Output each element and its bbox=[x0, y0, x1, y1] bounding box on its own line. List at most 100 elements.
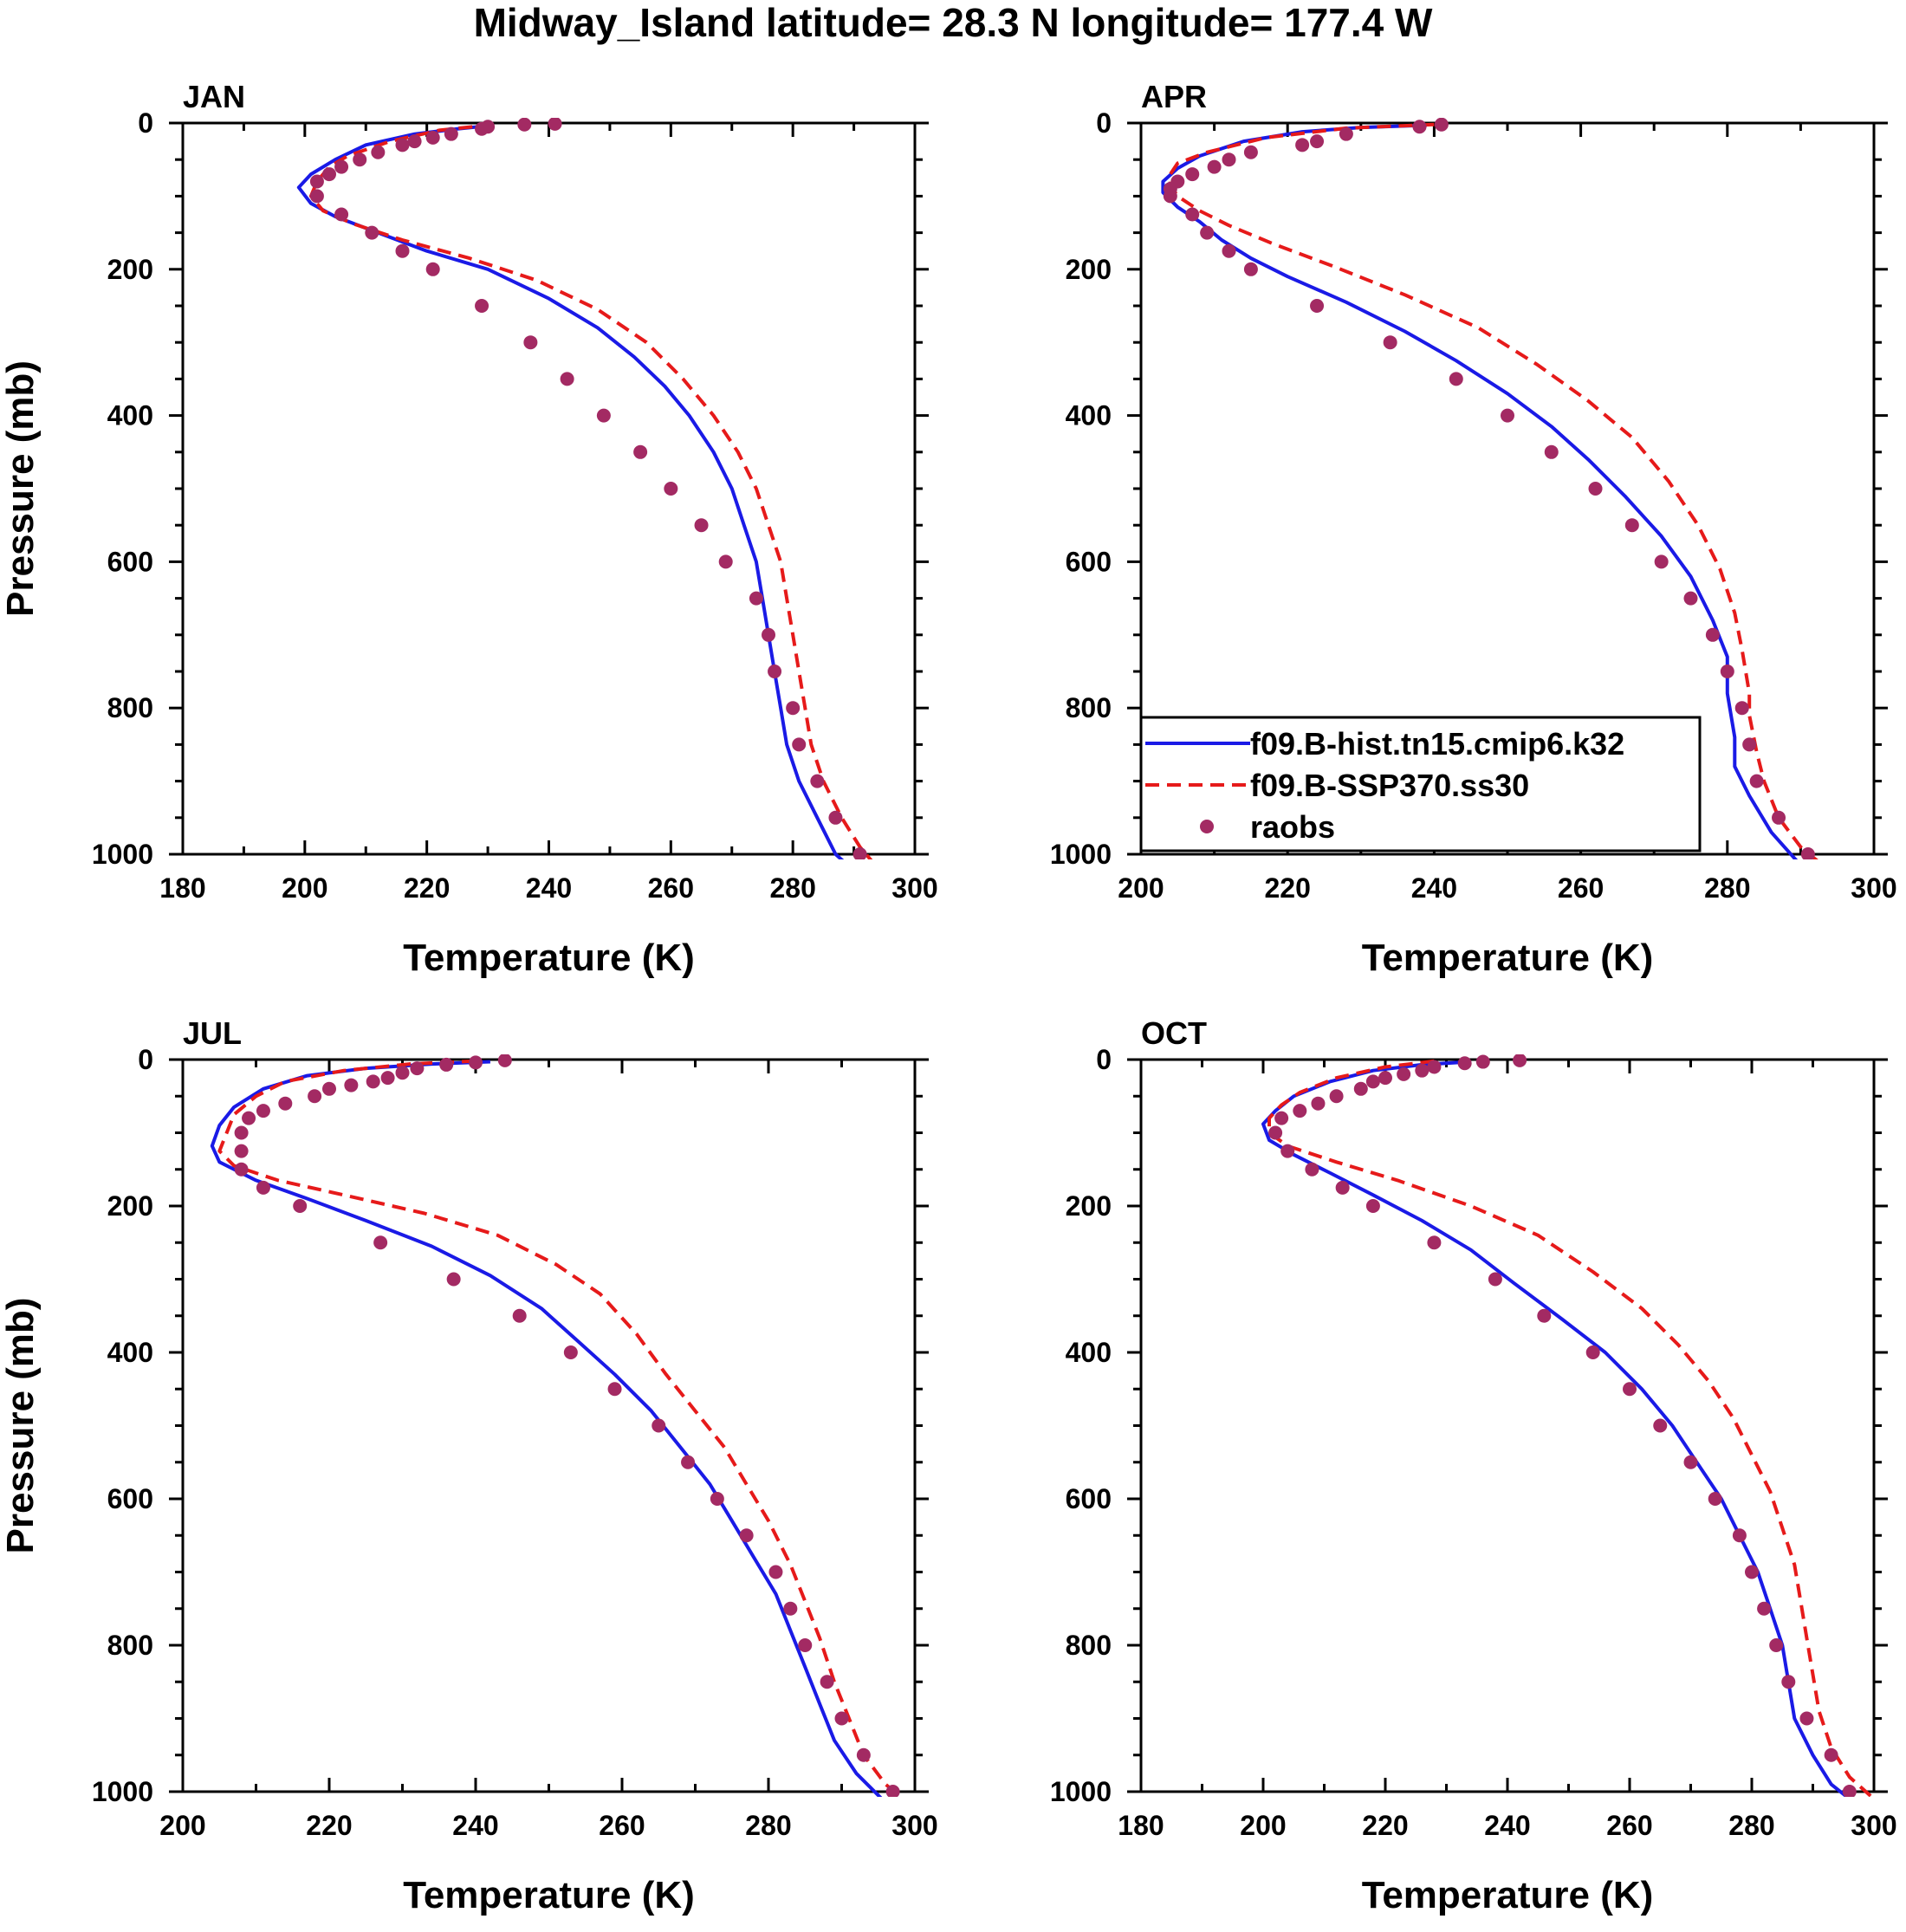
x-tick-label: 240 bbox=[526, 872, 572, 904]
raobs-point bbox=[1243, 262, 1258, 276]
y-tick-label: 800 bbox=[107, 692, 153, 723]
raobs-point bbox=[1501, 408, 1514, 423]
raobs-point bbox=[1222, 243, 1236, 258]
raobs-point bbox=[768, 1565, 783, 1579]
raobs-point bbox=[380, 1071, 395, 1086]
x-tick-label: 220 bbox=[306, 1810, 352, 1841]
raobs-point bbox=[334, 159, 349, 174]
raobs-point bbox=[563, 1345, 578, 1359]
y-tick-label: 1000 bbox=[1050, 1776, 1112, 1807]
panel-jan: 180 200 220 240 260 280 300 0 200 400 600 800 1000 JA… bbox=[0, 79, 938, 979]
y-tick-label: 0 bbox=[1096, 107, 1112, 139]
raobs-point bbox=[512, 1308, 527, 1323]
raobs-point bbox=[768, 665, 782, 678]
raobs-point bbox=[1624, 518, 1639, 533]
x-tick-label: 200 bbox=[282, 872, 327, 904]
y-tick-label: 0 bbox=[138, 107, 153, 139]
y-tick-label: 400 bbox=[1066, 400, 1112, 431]
raobs-point bbox=[798, 1638, 813, 1652]
x-tick-label: 260 bbox=[599, 1810, 645, 1841]
x-axis-title: Temperature (K) bbox=[1362, 1874, 1654, 1916]
y-tick-label: 200 bbox=[1066, 1190, 1112, 1222]
raobs-point bbox=[278, 1096, 293, 1111]
legend-label: raobs bbox=[1250, 809, 1335, 845]
legend-label: f09.B-SSP370.ss30 bbox=[1250, 768, 1529, 803]
raobs-point bbox=[308, 1089, 322, 1104]
hist-line bbox=[210, 1060, 883, 1797]
raobs-point bbox=[1305, 1162, 1319, 1177]
plot-frame bbox=[181, 1058, 917, 1793]
raobs-point bbox=[885, 1785, 900, 1797]
raobs-point bbox=[856, 1747, 871, 1762]
x-tick-label: 300 bbox=[891, 1810, 937, 1841]
raobs-point bbox=[1310, 299, 1325, 313]
raobs-point bbox=[1537, 1308, 1552, 1323]
x-tick-label: 260 bbox=[1558, 872, 1604, 904]
y-tick-label: 400 bbox=[107, 1337, 153, 1368]
ssp370-line bbox=[1267, 1059, 1874, 1797]
raobs-point bbox=[1800, 847, 1815, 859]
x-tick-label: 200 bbox=[1240, 1810, 1286, 1841]
raobs-point bbox=[407, 134, 422, 149]
hist-line bbox=[296, 123, 845, 859]
raobs-point bbox=[1781, 1675, 1796, 1689]
raobs-point bbox=[1353, 1081, 1368, 1096]
y-tick-label: 0 bbox=[138, 1044, 153, 1075]
y-tick-label: 200 bbox=[1066, 254, 1112, 285]
y-tick-label: 600 bbox=[107, 1483, 153, 1514]
raobs-point bbox=[1772, 810, 1786, 825]
raobs-point bbox=[1742, 737, 1757, 752]
raobs-point bbox=[792, 737, 807, 752]
raobs-point bbox=[1295, 138, 1310, 152]
raobs-point bbox=[1427, 1060, 1442, 1074]
raobs-point bbox=[1383, 335, 1397, 350]
y-tick-label: 400 bbox=[1066, 1337, 1112, 1368]
legend: f09.B-hist.tn15.cmip6.k32 f09.B-SSP370.ss… bbox=[1139, 716, 1702, 853]
raobs-point bbox=[475, 121, 489, 136]
raobs-point bbox=[371, 145, 386, 159]
raobs-point bbox=[694, 518, 709, 533]
raobs-point bbox=[1488, 1272, 1502, 1287]
raobs-point bbox=[1434, 118, 1449, 132]
x-tick-label: 300 bbox=[1851, 872, 1896, 904]
raobs-point bbox=[309, 189, 324, 204]
raobs-point bbox=[395, 1066, 410, 1080]
raobs-point bbox=[469, 1055, 483, 1070]
raobs-point bbox=[1654, 554, 1669, 569]
panel-label: JUL bbox=[183, 1015, 242, 1051]
raobs-point bbox=[425, 262, 440, 276]
raobs-point bbox=[1720, 665, 1734, 678]
y-tick-label: 600 bbox=[1066, 546, 1112, 577]
raobs-point bbox=[1824, 1747, 1838, 1762]
x-axis-title: Temperature (K) bbox=[403, 937, 695, 979]
legend-marker-raobs bbox=[1200, 820, 1214, 833]
raobs-point bbox=[1708, 1492, 1722, 1506]
raobs-point bbox=[344, 1078, 359, 1092]
raobs-point bbox=[820, 1675, 834, 1689]
raobs-point bbox=[1207, 159, 1222, 174]
raobs-point bbox=[1427, 1235, 1442, 1250]
raobs-point bbox=[373, 1235, 388, 1250]
y-tick-label: 200 bbox=[107, 254, 153, 285]
raobs-point bbox=[681, 1455, 696, 1469]
y-tick-label: 600 bbox=[107, 546, 153, 577]
raobs-point bbox=[293, 1199, 308, 1213]
raobs-point bbox=[256, 1180, 270, 1195]
raobs-point bbox=[1378, 1071, 1392, 1086]
raobs-point bbox=[234, 1162, 249, 1177]
raobs-point bbox=[523, 335, 538, 350]
x-tick-label: 300 bbox=[891, 872, 937, 904]
raobs-point bbox=[1732, 1528, 1747, 1543]
raobs-point bbox=[334, 207, 349, 222]
raobs-point bbox=[1243, 145, 1258, 159]
raobs-point bbox=[1745, 1565, 1759, 1579]
raobs-point bbox=[517, 118, 532, 132]
raobs-point bbox=[749, 591, 763, 606]
raobs-point bbox=[1200, 225, 1215, 240]
y-tick-label: 0 bbox=[1096, 1044, 1112, 1075]
x-tick-label: 200 bbox=[1118, 872, 1164, 904]
raobs-point bbox=[1588, 482, 1603, 496]
raobs-point bbox=[710, 1492, 724, 1506]
y-axis-title: Pressure (mb) bbox=[0, 1298, 42, 1554]
x-axis-title: Temperature (K) bbox=[1362, 937, 1654, 979]
